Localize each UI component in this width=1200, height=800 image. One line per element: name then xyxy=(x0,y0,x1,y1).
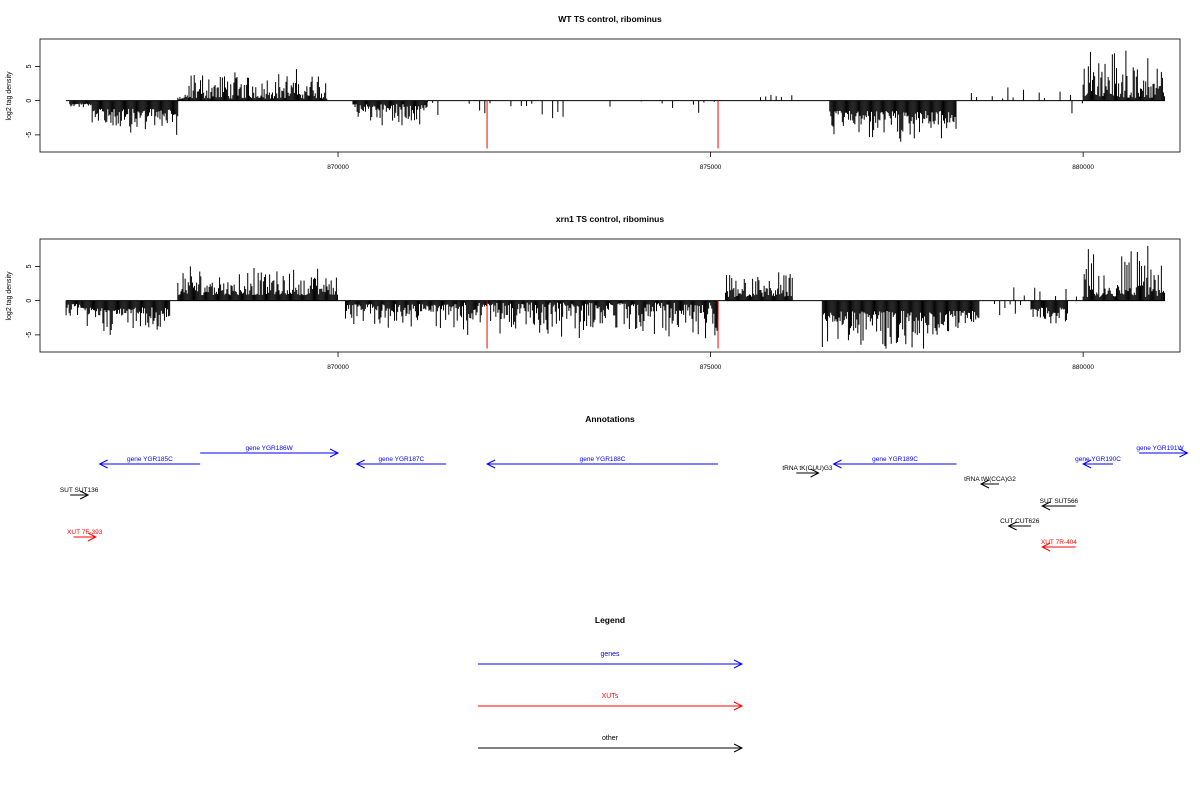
feature-label: gene YGR187C xyxy=(378,456,424,463)
feature-label: tRNA tW(CCA)G2 xyxy=(964,476,1016,483)
feature-gene: gene YGR185C xyxy=(98,456,201,469)
feature-label: gene YGR191W xyxy=(1136,445,1184,452)
x-tick-label: 870000 xyxy=(327,164,349,171)
legend-title: Legend xyxy=(595,615,625,625)
plot-frame xyxy=(39,238,1181,353)
feature-label: CUT CUT626 xyxy=(1000,518,1040,525)
y-tick-label: 5 xyxy=(26,264,33,268)
y-axis-label: log2 tag density xyxy=(6,271,13,321)
y-tick-label: 5 xyxy=(26,64,33,68)
feature-gene: gene YGR188C xyxy=(485,456,719,469)
legend-item-other: other xyxy=(478,735,744,753)
y-tick-label: 0 xyxy=(26,299,33,303)
legend-item-gene: genes xyxy=(478,651,744,669)
x-axis: 870000 875000 880000 xyxy=(327,352,1094,371)
y-tick-label: -5 xyxy=(26,132,33,138)
feature-label: SUT SUT566 xyxy=(1040,498,1079,505)
legend-label: XUTs xyxy=(602,693,619,700)
feature-label: gene YGR186W xyxy=(246,445,294,452)
legend-item-xut: XUTs xyxy=(478,693,744,711)
y-tick-label: 0 xyxy=(26,99,33,103)
x-axis: 870000 875000 880000 xyxy=(327,152,1094,171)
x-tick-label: 880000 xyxy=(1072,164,1094,171)
x-tick-label: 875000 xyxy=(700,164,722,171)
coverage-bars xyxy=(65,245,1166,349)
legend-label: other xyxy=(602,735,619,742)
feature-xut: XUT 7R-404 xyxy=(1041,539,1077,552)
feature-label: tRNA tK(CUU)G3 xyxy=(782,465,833,472)
panel-title: xrn1 TS control, ribominus xyxy=(556,214,664,224)
feature-other: SUT SUT136 xyxy=(60,487,99,500)
x-tick-label: 870000 xyxy=(327,364,349,371)
feature-list: gene YGR185C gene YGR186W gene YGR187C gene… xyxy=(60,445,1189,552)
feature-other: CUT CUT626 xyxy=(1000,518,1040,531)
panel-title: WT TS control, ribominus xyxy=(558,14,662,24)
feature-gene: gene YGR190C xyxy=(1075,456,1121,469)
feature-other: tRNA tW(CCA)G2 xyxy=(964,476,1016,489)
annotations-title: Annotations xyxy=(585,414,635,424)
feature-label: SUT SUT136 xyxy=(60,487,99,494)
legend-label: genes xyxy=(600,651,620,658)
feature-label: gene YGR188C xyxy=(580,456,626,463)
feature-label: XUT 7F-393 xyxy=(67,529,103,536)
feature-label: gene YGR185C xyxy=(127,456,173,463)
y-axis: -5 0 5 xyxy=(26,64,40,138)
feature-gene: gene YGR189C xyxy=(832,456,957,469)
feature-gene: gene YGR186W xyxy=(200,445,340,458)
y-axis-label: log2 tag density xyxy=(6,71,13,121)
feature-other: tRNA tK(CUU)G3 xyxy=(782,465,833,478)
xrn1-coverage-panel: xrn1 TS control, ribominus log2 tag dens… xyxy=(6,214,1181,371)
legend-items: genes XUTs other xyxy=(478,651,744,753)
wt-coverage-panel: WT TS control, ribominus log2 tag densit… xyxy=(6,14,1181,171)
y-axis: -5 0 5 xyxy=(26,264,40,338)
coverage-bars xyxy=(66,50,1166,142)
x-tick-label: 875000 xyxy=(700,364,722,371)
y-tick-label: -5 xyxy=(26,332,33,338)
feature-label: gene YGR189C xyxy=(872,456,918,463)
highlight-bars xyxy=(486,300,719,349)
feature-gene: gene YGR187C xyxy=(355,456,447,469)
x-tick-label: 880000 xyxy=(1072,364,1094,371)
feature-gene: gene YGR191W xyxy=(1136,445,1189,458)
highlight-bars xyxy=(486,100,719,149)
feature-xut: XUT 7F-393 xyxy=(67,529,103,542)
plot-frame xyxy=(39,38,1181,153)
feature-label: XUT 7R-404 xyxy=(1041,539,1077,546)
legend: Legend genes XUTs other xyxy=(478,615,744,753)
feature-label: gene YGR190C xyxy=(1075,456,1121,463)
feature-other: SUT SUT566 xyxy=(1040,498,1079,511)
